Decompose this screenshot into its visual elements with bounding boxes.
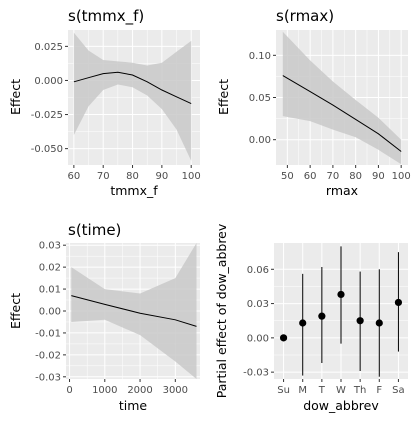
x-tick-label: W xyxy=(336,385,346,396)
estimate-point xyxy=(375,319,383,327)
y-tick-label: 0.00 xyxy=(39,307,61,318)
x-tick-label: 50 xyxy=(281,171,294,182)
y-tick-label: 0.01 xyxy=(39,285,61,296)
confidence-ribbon xyxy=(73,32,192,161)
x-axis-title: rmax xyxy=(326,183,358,198)
panel-dow: 0.06 0.03 0.00 -0.03 Su M T W Th F Sa dow_abbrev P… xyxy=(214,223,408,413)
panel-title: s(time) xyxy=(68,221,121,239)
panel-title: s(tmmx_f) xyxy=(68,7,144,26)
estimate-point xyxy=(356,317,364,325)
x-tick-label: 0 xyxy=(66,385,72,396)
panel-tmmx: s(tmmx_f) 60 70 80 90 100 0.025 0.000 -0.025 -0.… xyxy=(8,7,201,198)
x-tick-label: Sa xyxy=(392,385,404,396)
x-tick-label: 80 xyxy=(126,171,139,182)
x-tick-label: 60 xyxy=(304,171,317,182)
x-tick-label: Th xyxy=(353,385,366,396)
y-tick-label: -0.01 xyxy=(35,328,61,339)
x-tick-label: T xyxy=(318,385,326,396)
confidence-ribbon xyxy=(282,31,402,165)
x-tick-label: 80 xyxy=(349,171,362,182)
y-tick-label: 0.03 xyxy=(39,241,61,252)
smooth-line xyxy=(71,295,197,327)
x-tick-label: 90 xyxy=(155,171,168,182)
y-tick-label: 0.06 xyxy=(247,265,269,276)
x-tick-label: 2000 xyxy=(127,385,152,396)
x-tick-label: 100 xyxy=(182,171,201,182)
y-tick-label: 0.000 xyxy=(34,76,63,87)
x-tick-label: 70 xyxy=(327,171,340,182)
x-tick-label: 3000 xyxy=(163,385,188,396)
y-tick-label: 0.10 xyxy=(249,51,271,62)
y-tick-label: -0.050 xyxy=(31,144,63,155)
y-axis-title: Effect xyxy=(8,293,23,329)
x-axis-title: dow_abbrev xyxy=(303,398,379,413)
y-tick-label: -0.03 xyxy=(35,372,61,383)
y-axis-title: Partial effect of dow_abbrev xyxy=(214,223,229,398)
y-tick-label: 0.02 xyxy=(39,263,61,274)
y-axis-title: Effect xyxy=(8,79,23,115)
y-tick-label: 0.00 xyxy=(249,135,271,146)
y-tick-label: -0.03 xyxy=(243,368,269,379)
estimate-point xyxy=(394,298,403,307)
x-tick-label: F xyxy=(376,385,382,396)
estimate-point xyxy=(318,312,326,320)
x-tick-label: Su xyxy=(277,385,290,396)
x-tick-label: 100 xyxy=(392,171,411,182)
x-tick-label: 70 xyxy=(97,171,110,182)
y-tick-label: 0.05 xyxy=(249,93,271,104)
panel-title: s(rmax) xyxy=(276,7,334,25)
x-tick-label: 1000 xyxy=(92,385,117,396)
x-tick-label: 60 xyxy=(67,171,80,182)
y-tick-label: -0.02 xyxy=(35,350,61,361)
y-axis-title: Effect xyxy=(216,79,231,115)
smooth-line xyxy=(282,75,402,152)
estimate-point xyxy=(337,290,345,299)
confidence-ribbon xyxy=(71,243,197,379)
y-tick-label: 0.00 xyxy=(247,333,269,344)
y-tick-label: 0.03 xyxy=(247,299,269,310)
y-tick-label: -0.025 xyxy=(31,110,63,121)
estimate-point xyxy=(299,319,307,327)
smooth-line xyxy=(73,71,192,105)
estimate-point xyxy=(279,334,288,342)
x-tick-label: M xyxy=(298,385,307,396)
x-tick-label: 90 xyxy=(372,171,385,182)
y-tick-label: 0.025 xyxy=(34,42,63,53)
x-axis-title: time xyxy=(119,398,148,413)
panel-rmax: s(rmax) 50 60 70 80 90 100 0.10 0.05 0.00 rmax E… xyxy=(216,7,411,198)
x-axis-title: tmmx_f xyxy=(110,183,158,198)
panel-time: s(time) 0 1000 2000 3000 0.03 0.02 0.01 0.00 -0.… xyxy=(8,221,200,413)
